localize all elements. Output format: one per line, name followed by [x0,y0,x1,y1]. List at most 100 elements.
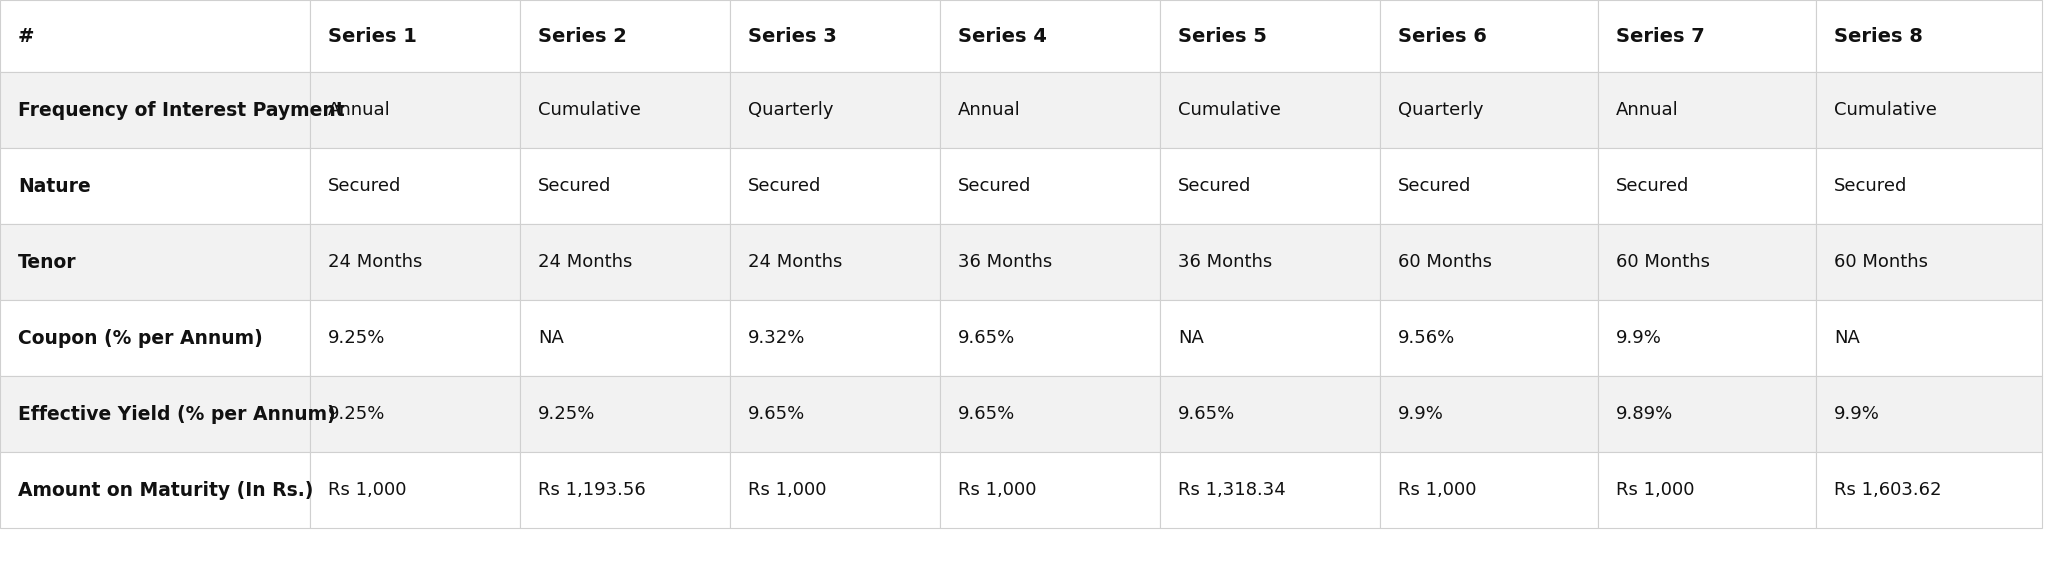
Text: Secured: Secured [539,177,611,195]
Text: Rs 1,000: Rs 1,000 [327,481,406,499]
Bar [0,0,311,72]
Text: NA: NA [1834,329,1861,347]
Text: Quarterly: Quarterly [748,101,833,119]
Text: 9.25%: 9.25% [327,329,385,347]
Bar [1160,0,1380,72]
Bar [0,72,311,148]
Text: Rs 1,193.56: Rs 1,193.56 [539,481,646,499]
Bar [0,224,311,300]
Bar [520,72,729,148]
Text: 24 Months: 24 Months [748,253,843,271]
Text: 9.9%: 9.9% [1834,405,1879,423]
Bar [1815,300,2043,376]
Text: #: # [19,27,35,46]
Bar [520,452,729,528]
Bar [520,376,729,452]
Text: Secured: Secured [327,177,402,195]
Text: Amount on Maturity (In Rs.): Amount on Maturity (In Rs.) [19,480,313,499]
Text: 36 Months: 36 Months [1179,253,1272,271]
Text: Secured: Secured [1399,177,1471,195]
Bar [1380,224,1598,300]
Bar [1598,148,1815,224]
Text: 9.32%: 9.32% [748,329,806,347]
Bar [311,224,520,300]
Text: Series 7: Series 7 [1616,27,1705,46]
Bar [729,376,941,452]
Bar [1815,0,2043,72]
Text: 9.56%: 9.56% [1399,329,1455,347]
Text: 9.65%: 9.65% [957,329,1015,347]
Text: 60 Months: 60 Months [1399,253,1492,271]
Text: Rs 1,000: Rs 1,000 [1616,481,1695,499]
Bar [1380,300,1598,376]
Text: Effective Yield (% per Annum): Effective Yield (% per Annum) [19,405,336,424]
Bar [941,0,1160,72]
Bar [729,0,941,72]
Bar [0,300,311,376]
Bar [520,148,729,224]
Text: Series 2: Series 2 [539,27,628,46]
Bar [311,452,520,528]
Bar [1598,376,1815,452]
Bar [729,148,941,224]
Bar [1160,300,1380,376]
Text: Rs 1,000: Rs 1,000 [957,481,1036,499]
Text: Annual: Annual [327,101,392,119]
Text: 24 Months: 24 Months [327,253,423,271]
Text: Nature: Nature [19,176,91,195]
Bar [0,452,311,528]
Bar [1160,452,1380,528]
Text: Cumulative: Cumulative [1179,101,1280,119]
Bar [1598,224,1815,300]
Text: Tenor: Tenor [19,253,77,272]
Text: Frequency of Interest Payment: Frequency of Interest Payment [19,101,344,120]
Text: Annual: Annual [957,101,1021,119]
Bar [941,224,1160,300]
Text: NA: NA [1179,329,1204,347]
Text: 9.9%: 9.9% [1616,329,1662,347]
Bar [941,72,1160,148]
Text: 9.65%: 9.65% [957,405,1015,423]
Text: 36 Months: 36 Months [957,253,1053,271]
Bar [1598,0,1815,72]
Text: Quarterly: Quarterly [1399,101,1484,119]
Text: 9.65%: 9.65% [1179,405,1235,423]
Text: NA: NA [539,329,564,347]
Bar [941,148,1160,224]
Text: 9.65%: 9.65% [748,405,806,423]
Text: 60 Months: 60 Months [1616,253,1709,271]
Bar [1598,452,1815,528]
Bar [941,452,1160,528]
Text: Rs 1,318.34: Rs 1,318.34 [1179,481,1287,499]
Bar [1380,72,1598,148]
Text: Rs 1,000: Rs 1,000 [1399,481,1477,499]
Text: Secured: Secured [748,177,821,195]
Bar [311,376,520,452]
Bar [729,72,941,148]
Text: Secured: Secured [957,177,1032,195]
Text: Series 4: Series 4 [957,27,1046,46]
Bar [0,148,311,224]
Bar [311,0,520,72]
Text: Cumulative: Cumulative [1834,101,1937,119]
Bar [729,452,941,528]
Bar [1815,452,2043,528]
Bar [729,224,941,300]
Bar [0,376,311,452]
Bar [1160,376,1380,452]
Text: Secured: Secured [1834,177,1908,195]
Text: Coupon (% per Annum): Coupon (% per Annum) [19,328,263,347]
Text: Series 8: Series 8 [1834,27,1923,46]
Text: 9.89%: 9.89% [1616,405,1674,423]
Bar [1815,72,2043,148]
Text: Cumulative: Cumulative [539,101,640,119]
Text: 9.25%: 9.25% [327,405,385,423]
Text: Annual: Annual [1616,101,1678,119]
Text: Secured: Secured [1179,177,1251,195]
Bar [520,0,729,72]
Text: Secured: Secured [1616,177,1689,195]
Text: 24 Months: 24 Months [539,253,632,271]
Text: Series 1: Series 1 [327,27,416,46]
Bar [1380,452,1598,528]
Bar [1598,300,1815,376]
